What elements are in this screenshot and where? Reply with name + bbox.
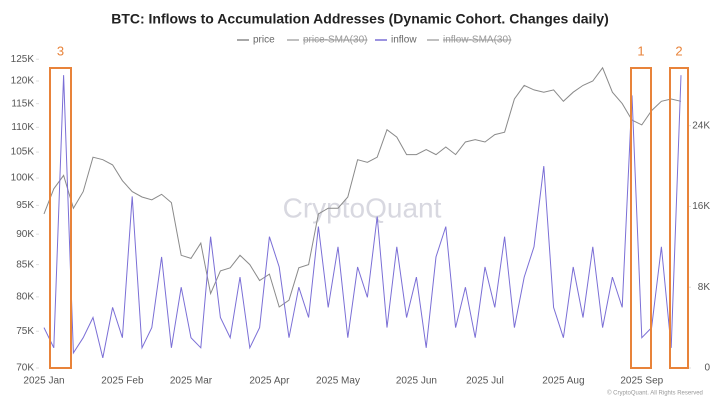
watermark: CryptoQuant	[283, 192, 442, 223]
y-tick-label: 95K	[16, 200, 34, 211]
x-tick-label: 2025 Jan	[23, 376, 64, 387]
annotation-box	[669, 67, 689, 369]
y-tick-label: 85K	[16, 259, 34, 270]
x-tick-label: 2025 Jul	[466, 376, 504, 387]
x-tick-label: 2025 Sep	[620, 376, 663, 387]
series-line	[43, 75, 682, 359]
legend-label: price	[253, 35, 275, 46]
series-line	[43, 66, 682, 308]
copyright: © CryptoQuant. All Rights Reserved	[607, 390, 703, 397]
annotation-box	[630, 67, 652, 369]
x-tick-label: 2025 Apr	[249, 376, 290, 387]
y-tick-label: 105K	[11, 147, 35, 158]
x-tick-label: 2025 Jun	[396, 376, 437, 387]
chart-title: BTC: Inflows to Accumulation Addresses (…	[111, 11, 609, 27]
annotation-label: 2	[675, 43, 682, 58]
y2-tick-label: 8K	[698, 282, 711, 293]
annotation-label: 1	[637, 43, 644, 58]
y2-tick-label: 24K	[692, 120, 710, 131]
legend-label: price-SMA(30)	[303, 35, 367, 46]
y-tick-label: 80K	[16, 292, 34, 303]
y-tick-label: 75K	[16, 326, 34, 337]
y2-tick-label: 0	[704, 363, 710, 374]
y-tick-label: 70K	[16, 363, 34, 374]
annotation-label: 3	[57, 43, 64, 58]
y-tick-label: 125K	[11, 54, 35, 65]
y-tick-label: 110K	[11, 122, 34, 133]
y-tick-label: 120K	[11, 76, 35, 87]
legend-label: inflow	[391, 35, 417, 46]
y-tick-label: 90K	[16, 229, 34, 240]
y2-tick-label: 16K	[692, 201, 710, 212]
legend-label: inflow-SMA(30)	[443, 35, 511, 46]
y-tick-label: 100K	[11, 173, 35, 184]
x-tick-label: 2025 Feb	[101, 376, 144, 387]
annotation-box	[49, 67, 72, 369]
y-tick-label: 115K	[11, 98, 34, 109]
x-tick-label: 2025 May	[316, 376, 360, 387]
x-tick-label: 2025 Aug	[542, 376, 584, 387]
x-tick-label: 2025 Mar	[170, 376, 213, 387]
